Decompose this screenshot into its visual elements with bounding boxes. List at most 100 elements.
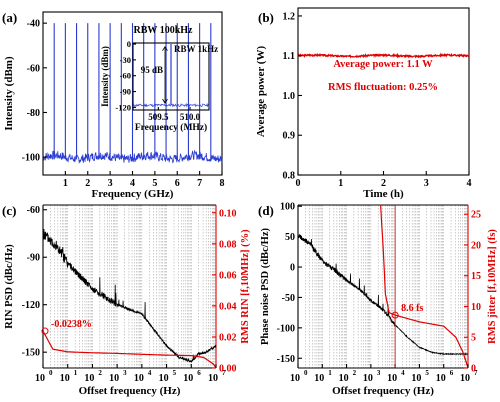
panel-a-rbw: RBW 100kHz [134, 25, 194, 36]
panel-c-xtick-label: 10 [35, 373, 45, 384]
panel-c-y2tick-label: 0.08 [219, 239, 237, 250]
panel-d-xtick-label: 10 [314, 373, 324, 384]
panel-b: 0 1 2 3 4 0.8 0.9 1.0 1.1 1.2 Time (h) Average powe… [255, 7, 472, 200]
panel-d-xtick-label: 10 [460, 373, 470, 384]
panel-c-xtick-label: 10 [208, 373, 218, 384]
panel-c-xtick-label: 10 [109, 373, 119, 384]
panel-b-avg-power: Average power: 1.1 W [333, 59, 433, 70]
panel-a-ytick-label: -100 [22, 153, 40, 164]
panel-c-xtick-exponent: 4 [148, 369, 152, 377]
panel-d-ytick-label: -100 [277, 323, 295, 334]
panel-d-y2tick-label: 15 [471, 271, 481, 282]
panel-a-ylabel: Intensity (dBm) [3, 56, 15, 131]
panel-c-annotation-marker [41, 327, 49, 335]
panel-a-xtick-label: 5 [152, 178, 157, 189]
panel-d-xlabel: Offset frequency (Hz) [332, 385, 434, 397]
panel-d-xtick-label: 10 [411, 373, 421, 384]
panel-d-annotation-marker [391, 311, 399, 319]
inset-xtick-label: 509.5 [148, 112, 169, 122]
panel-c-y2tick-label: 0.02 [219, 332, 237, 343]
panel-d-rms-trace [380, 204, 469, 369]
panel-b-power-trace [297, 52, 470, 59]
panel-a-label: (a) [2, 10, 17, 25]
panel-d-y2label: RMS jitter [f,10MHz] (fs) [487, 229, 498, 344]
panel-d-ytick-label: -150 [277, 354, 295, 365]
panel-c-annotation: -0.0238% [51, 319, 92, 330]
panel-a-xtick-label: 2 [85, 178, 90, 189]
panel-b-ytick-label: 1.2 [283, 11, 296, 22]
panel-d-xtick-exponent: 2 [353, 369, 357, 377]
panel-c-xtick-exponent: 1 [74, 369, 78, 377]
inset-ylabel: Intensity (dBm) [100, 46, 110, 107]
panel-d-y2tick-label: 20 [471, 240, 481, 251]
panel-c-rms-trace [42, 330, 217, 369]
panel-c-xtick-exponent: 7 [222, 369, 226, 377]
panel-d-ytick-label: 50 [285, 232, 295, 243]
panel-c-xtick-exponent: 3 [123, 369, 127, 377]
panel-d-y2tick-label: 10 [471, 302, 481, 313]
panel-c-xlabel: Offset frequency (Hz) [79, 385, 181, 397]
inset-ytick-label: -90 [120, 87, 131, 97]
panel-d: 10 0 10 1 10 2 10 3 10 4 10 5 10 6 10 7100500-50-100-15… [258, 202, 498, 397]
panel-b-xtick-label: 1 [338, 178, 343, 189]
panel-d-annotation: 8.6 fs [401, 303, 423, 314]
panel-a-xtick-label: 1 [63, 178, 68, 189]
panel-c-label: (c) [2, 203, 16, 218]
inset-rbw: RBW 1kHz [174, 44, 218, 54]
panel-a: 1 2 3 4 5 6 7 8 -40 -60 -80 -100 Frequency (GHz) Inte… [2, 10, 225, 200]
panel-c-ytick-label: -150 [22, 348, 40, 359]
inset-arrow-head-bottom [162, 98, 168, 104]
inset-xtick-label: 510.0 [180, 112, 201, 122]
panel-b-ytick-label: 1.0 [283, 91, 296, 102]
panel-d-xtick-label: 10 [363, 373, 373, 384]
inset-ytick-label: 0 [127, 39, 131, 49]
panel-b-xtick-label: 4 [467, 178, 472, 189]
panel-d-xtick-exponent: 5 [425, 369, 429, 377]
panel-a-noise-floor [42, 149, 223, 164]
panel-c-y2label: RMS RIN [f,10MHz] (%) [240, 229, 251, 344]
panel-d-y2tick-label: 5 [471, 333, 476, 344]
panel-d-psd-trace [297, 233, 469, 356]
panel-c-xtick-label: 10 [84, 373, 94, 384]
panel-d-xtick-label: 10 [387, 373, 397, 384]
panel-a-ytick-label: -80 [27, 108, 40, 119]
panel-d-xtick-label: 10 [339, 373, 349, 384]
panel-b-xtick-label: 3 [424, 178, 429, 189]
panel-c-xtick-exponent: 6 [197, 369, 201, 377]
panel-d-xtick-exponent: 7 [474, 369, 478, 377]
panel-a-xtick-label: 6 [175, 178, 180, 189]
panel-b-ylabel: Average power (W) [255, 46, 267, 138]
panel-d-xtick-label: 10 [290, 373, 300, 384]
panel-b-xtick-label: 2 [381, 178, 386, 189]
panel-a-ytick-label: -40 [27, 19, 40, 30]
panel-a-xlabel: Frequency (GHz) [92, 188, 174, 200]
panel-c-ytick-label: -60 [27, 205, 40, 216]
panel-d-xtick-label: 10 [436, 373, 446, 384]
panel-d-y2tick-label: 25 [471, 210, 481, 221]
panel-c-xtick-label: 10 [159, 373, 169, 384]
panel-b-xlabel: Time (h) [363, 188, 404, 200]
inset-ytick-label: -120 [115, 102, 131, 112]
panel-a-xtick-label: 7 [197, 178, 202, 189]
inset-arrow-head-top [162, 45, 168, 51]
panel-b-label: (b) [258, 10, 274, 25]
inset-frame [132, 42, 210, 111]
panel-d-ytick-label: -50 [282, 293, 295, 304]
panel-c-ytick-label: -90 [27, 253, 40, 264]
panel-d-ytick-label: 100 [280, 202, 295, 213]
panel-c-xtick-label: 10 [60, 373, 70, 384]
inset-xlabel: Frequency (MHz) [135, 122, 207, 133]
panel-a-xtick-label: 3 [108, 178, 113, 189]
panel-c-y2tick-label: 0.04 [219, 301, 237, 312]
panel-d-xtick-exponent: 0 [304, 369, 308, 377]
inset-dynamic-range: 95 dB [141, 65, 163, 75]
panel-c-ytick-label: -120 [22, 300, 40, 311]
panel-c-xtick-label: 10 [183, 373, 193, 384]
panel-b-rms: RMS fluctuation: 0.25% [328, 82, 438, 93]
panel-d-xtick-exponent: 6 [450, 369, 454, 377]
panel-b-xtick-label: 0 [296, 178, 301, 189]
panel-c-xtick-exponent: 0 [49, 369, 53, 377]
panel-b-ytick-label: 1.1 [283, 51, 296, 62]
inset-ytick-label: -60 [120, 71, 131, 81]
